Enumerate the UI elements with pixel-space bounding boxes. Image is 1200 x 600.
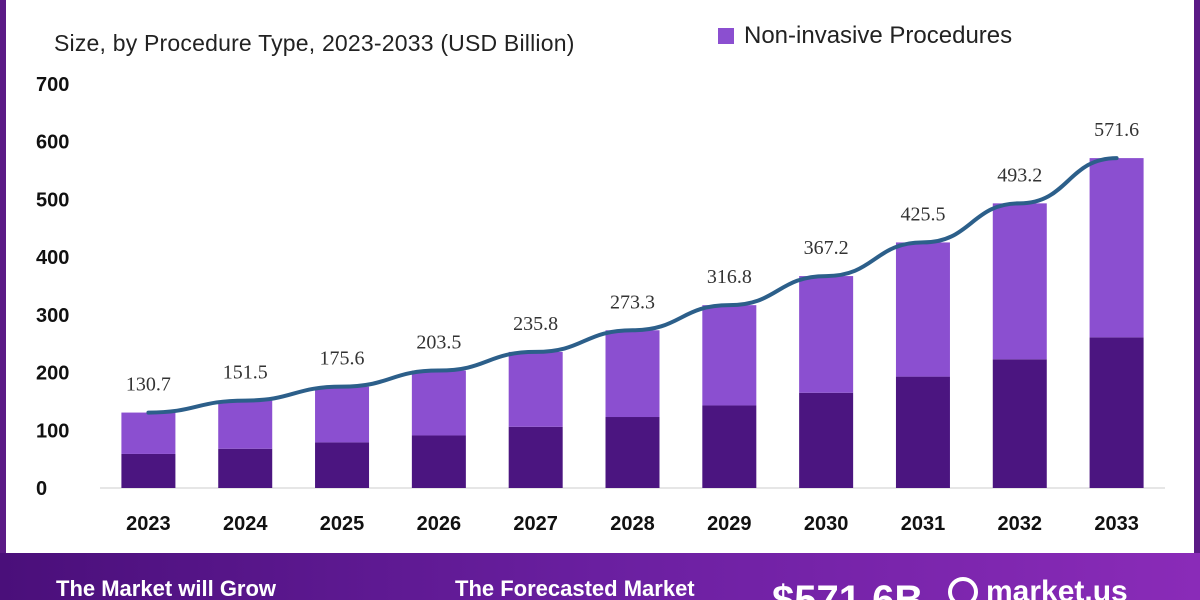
bar-segment-base xyxy=(315,442,370,488)
data-label-total: 175.6 xyxy=(320,348,365,370)
y-tick-label: 0 xyxy=(36,478,47,500)
y-tick-label: 500 xyxy=(36,189,69,211)
footer-forecast-value: $571.6B xyxy=(772,578,924,600)
bar-segment-base xyxy=(121,453,176,488)
x-tick-label: 2024 xyxy=(223,513,268,535)
market-us-logo-icon xyxy=(948,577,978,600)
bar-segment-base xyxy=(605,417,660,488)
data-label-total: 203.5 xyxy=(416,332,461,354)
data-label-total: 316.8 xyxy=(707,266,752,288)
chart-subtitle: Size, by Procedure Type, 2023-2033 (USD … xyxy=(54,30,575,56)
bar-segment-base xyxy=(799,392,854,488)
data-label-total: 493.2 xyxy=(997,164,1042,186)
x-tick-label: 2023 xyxy=(126,513,171,535)
x-tick-label: 2032 xyxy=(998,513,1043,535)
bar-segment-base xyxy=(508,426,563,488)
bar-chart: 0 100 200 300 400 500 600 700 2023 2024 2025 2026 20… xyxy=(36,74,1165,535)
x-tick-label: 2029 xyxy=(707,513,752,535)
y-tick-label: 100 xyxy=(36,420,69,442)
x-tick-label: 2033 xyxy=(1094,513,1139,535)
data-label-total: 273.3 xyxy=(610,291,655,313)
legend-swatch xyxy=(718,28,734,44)
data-label-total: 130.7 xyxy=(126,374,171,396)
bar-segment-non-invasive xyxy=(799,276,854,393)
bar-segment-non-invasive xyxy=(605,330,660,418)
bar-segment-non-invasive xyxy=(1089,158,1144,338)
footer-banner: The Market will Grow The Forecasted Mark… xyxy=(0,553,1200,600)
data-label-total: 367.2 xyxy=(804,237,849,259)
frame-right-border xyxy=(1194,0,1200,560)
bar-segment-base xyxy=(411,435,466,488)
frame-left-border xyxy=(0,0,6,560)
bar-segment-base xyxy=(218,448,273,488)
x-tick-label: 2026 xyxy=(417,513,462,535)
data-label-total: 151.5 xyxy=(223,362,268,384)
y-tick-label: 400 xyxy=(36,247,69,269)
brand: market.us xyxy=(948,575,1128,600)
bar-segment-non-invasive xyxy=(895,242,950,377)
x-tick-label: 2030 xyxy=(804,513,849,535)
footer-grow-text: The Market will Grow xyxy=(56,576,277,600)
bar-segment-non-invasive xyxy=(702,305,757,406)
bar-segment-base xyxy=(895,376,950,488)
bar-segment-non-invasive xyxy=(315,386,370,443)
bar-segment-base xyxy=(702,405,757,488)
data-label-total: 235.8 xyxy=(513,313,558,335)
footer-forecast-text: The Forecasted Market xyxy=(455,576,695,600)
bar-segment-non-invasive xyxy=(992,203,1047,360)
y-tick-label: 700 xyxy=(36,74,69,96)
legend-label: Non-invasive Procedures xyxy=(744,22,1013,49)
bar-segment-non-invasive xyxy=(411,370,466,436)
data-label-total: 571.6 xyxy=(1094,119,1139,141)
bar-segment-base xyxy=(1089,337,1144,488)
legend: Non-invasive Procedures xyxy=(718,22,1012,50)
y-tick-label: 300 xyxy=(36,305,69,327)
x-tick-label: 2028 xyxy=(610,513,655,535)
bar-segment-base xyxy=(992,359,1047,488)
y-tick-label: 200 xyxy=(36,363,69,385)
brand-name: market.us xyxy=(986,575,1128,600)
data-label-total: 425.5 xyxy=(900,203,945,225)
trend-line xyxy=(146,156,1119,415)
bar-segment-non-invasive xyxy=(508,351,563,427)
x-tick-label: 2031 xyxy=(901,513,946,535)
bar-segment-non-invasive xyxy=(218,400,273,449)
bar-segment-non-invasive xyxy=(121,412,176,454)
y-tick-label: 600 xyxy=(36,132,69,154)
x-tick-label: 2025 xyxy=(320,513,365,535)
x-tick-label: 2027 xyxy=(513,513,558,535)
